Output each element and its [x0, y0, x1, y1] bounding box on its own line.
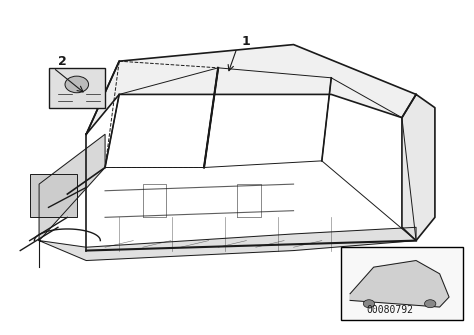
Polygon shape: [30, 174, 77, 217]
Polygon shape: [350, 261, 449, 307]
Circle shape: [425, 300, 436, 308]
Text: 2: 2: [58, 55, 67, 68]
Polygon shape: [39, 227, 416, 261]
Circle shape: [363, 300, 374, 308]
Polygon shape: [86, 45, 416, 134]
Polygon shape: [402, 94, 435, 241]
Polygon shape: [48, 68, 105, 108]
Bar: [341, 247, 463, 320]
Text: 00080792: 00080792: [367, 305, 414, 315]
Text: 1: 1: [242, 35, 251, 48]
Polygon shape: [39, 134, 105, 241]
Circle shape: [65, 76, 89, 93]
